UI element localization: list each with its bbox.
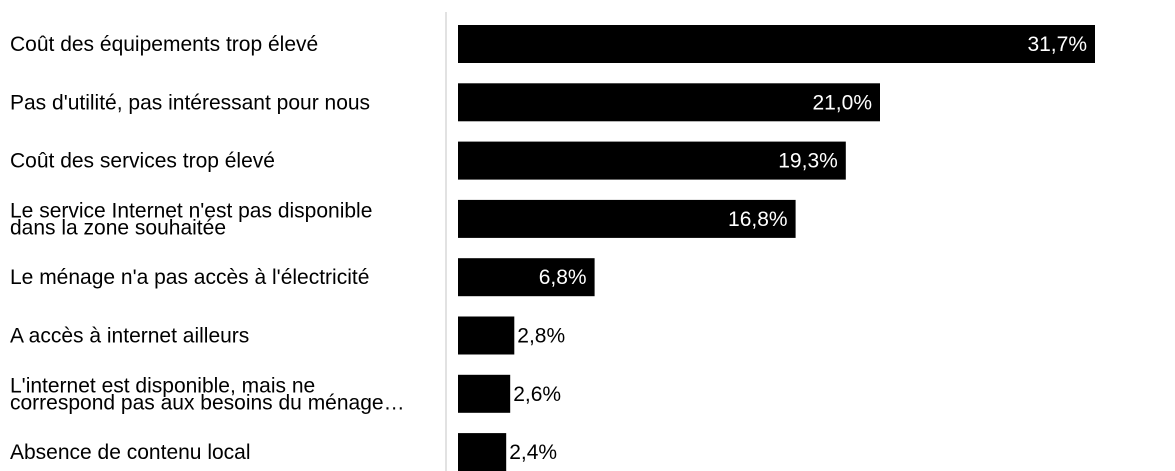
data-label: 6,8% bbox=[539, 266, 587, 289]
category-label-line: dans la zone souhaitée bbox=[10, 216, 226, 239]
bar bbox=[458, 25, 1095, 63]
category-label: A accès à internet ailleurs bbox=[10, 325, 249, 348]
category-label-line: Le service Internet n'est pas disponible bbox=[10, 199, 372, 222]
category-label-line: L'internet est disponible, mais ne bbox=[10, 374, 315, 397]
bar bbox=[458, 258, 595, 297]
data-label: 21,0% bbox=[812, 91, 872, 114]
category-label: Le ménage n'a pas accès à l'électricité bbox=[10, 266, 369, 289]
bar bbox=[458, 141, 846, 180]
data-label: 2,8% bbox=[517, 325, 565, 348]
bar bbox=[458, 83, 880, 122]
category-label-line: correspond pas aux besoins du ménage… bbox=[10, 391, 405, 414]
bar bbox=[458, 199, 796, 238]
category-label: L'internet est disponible, mais ne corres… bbox=[10, 374, 405, 414]
data-label: 2,4% bbox=[509, 441, 557, 464]
category-label-line: Le ménage n'a pas accès à l'électricité bbox=[10, 266, 369, 289]
category-label-line: Coût des équipements trop élevé bbox=[10, 33, 318, 56]
category-label: Pas d'utilité, pas intéressant pour nous bbox=[10, 91, 370, 114]
category-label: Coût des services trop élevé bbox=[10, 150, 275, 173]
category-label-line: Absence de contenu local bbox=[10, 441, 251, 464]
category-label: Le service Internet n'est pas disponible… bbox=[10, 199, 372, 239]
category-label-line: Coût des services trop élevé bbox=[10, 150, 275, 173]
category-label-line: A accès à internet ailleurs bbox=[10, 325, 249, 348]
category-label: Absence de contenu local bbox=[10, 441, 251, 464]
data-label: 31,7% bbox=[1027, 33, 1087, 56]
category-label-line: Pas d'utilité, pas intéressant pour nous bbox=[10, 91, 370, 114]
bar bbox=[458, 316, 515, 355]
bar bbox=[458, 433, 507, 471]
data-label: 16,8% bbox=[728, 208, 788, 231]
category-label: Coût des équipements trop élevé bbox=[10, 33, 318, 56]
data-label: 2,6% bbox=[513, 383, 561, 406]
data-label: 19,3% bbox=[778, 150, 838, 173]
bar bbox=[458, 374, 511, 413]
